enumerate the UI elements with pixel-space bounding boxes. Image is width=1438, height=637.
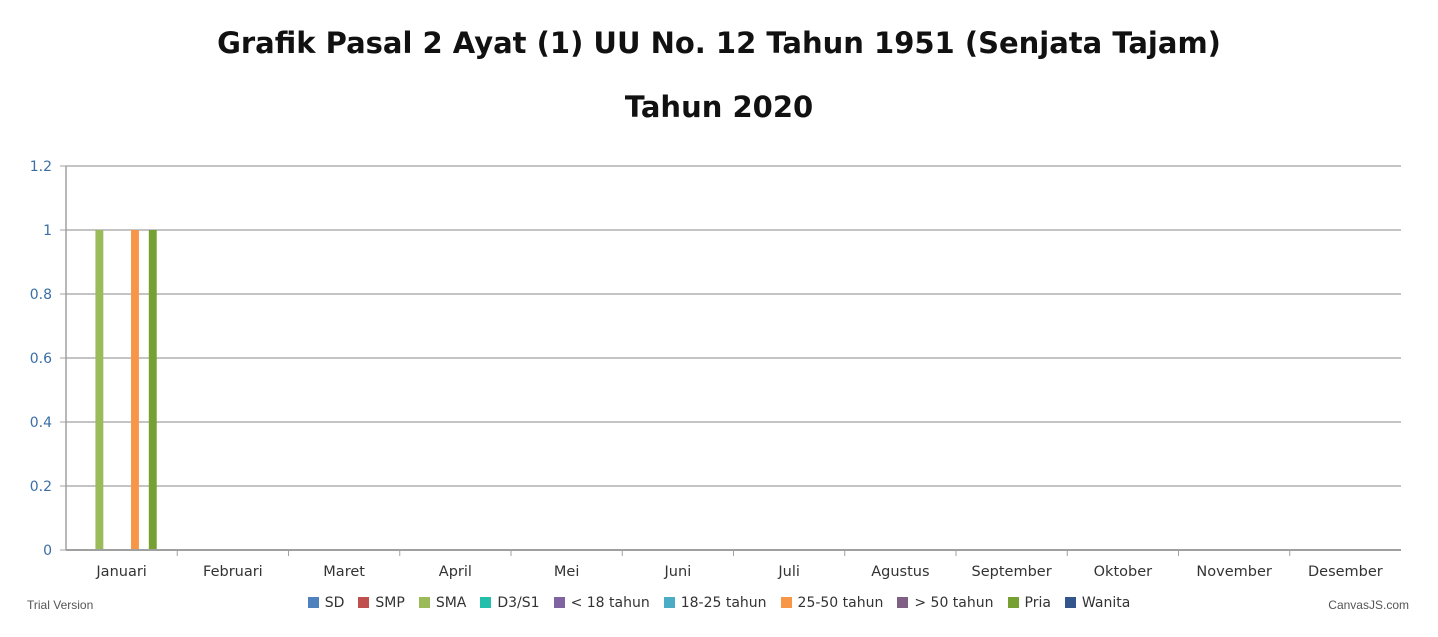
- x-tick-label: Oktober: [1094, 564, 1152, 580]
- bar-sma-januari[interactable]: [95, 230, 104, 550]
- legend-label: Pria: [1024, 595, 1051, 611]
- legend-swatch: [780, 597, 792, 608]
- bar-chart: 0 0.2 0.4 0.6 0.8 1 1.2 Januari Februari Maret Ap…: [30, 159, 1401, 580]
- y-tick-label: 0.4: [30, 415, 52, 431]
- x-tick-label: September: [972, 564, 1052, 580]
- legend-label: D3/S1: [497, 595, 540, 611]
- x-tick-label: Agustus: [871, 564, 929, 580]
- canvasjs-credit-link[interactable]: CanvasJS.com: [1328, 598, 1409, 612]
- legend-item[interactable]: 25-50 tahun: [780, 595, 884, 611]
- legend-swatch: [480, 597, 492, 608]
- bars: [95, 230, 157, 550]
- legend-swatch: [1007, 597, 1019, 608]
- x-tick-label: Juli: [777, 564, 800, 580]
- gridlines: [66, 165, 1401, 487]
- legend-item[interactable]: D3/S1: [480, 595, 540, 611]
- bar-pria-januari[interactable]: [148, 230, 157, 550]
- legend-label: 25-50 tahun: [797, 595, 884, 611]
- legend-item[interactable]: SMA: [418, 595, 467, 611]
- x-tick-label: Maret: [323, 564, 365, 580]
- x-tick-label: Juni: [664, 564, 692, 580]
- x-tick-label: Desember: [1308, 564, 1383, 580]
- y-tick-label: 0.8: [30, 287, 52, 303]
- bar-25-50-tahun-januari[interactable]: [131, 230, 139, 550]
- legend-label: < 18 tahun: [570, 595, 650, 611]
- legend-item[interactable]: > 50 tahun: [897, 595, 994, 611]
- chart-title: Grafik Pasal 2 Ayat (1) UU No. 12 Tahun …: [217, 26, 1221, 60]
- y-tick-label: 0.2: [30, 479, 52, 495]
- legend-label: > 50 tahun: [914, 595, 994, 611]
- x-axis-ticks: Januari Februari Maret April Mei Juni Juli Agus…: [95, 550, 1383, 580]
- legend-swatch: [897, 597, 909, 608]
- legend-item[interactable]: < 18 tahun: [553, 595, 650, 611]
- legend-label: SMP: [375, 595, 405, 611]
- x-tick-label: Mei: [554, 564, 579, 580]
- x-tick-label: Februari: [203, 564, 263, 580]
- legend-item[interactable]: Wanita: [1064, 595, 1131, 611]
- y-tick-label: 0: [43, 543, 52, 559]
- legend-swatch: [358, 597, 370, 608]
- legend-swatch: [1064, 597, 1076, 608]
- legend-label: 18-25 tahun: [680, 595, 767, 611]
- x-tick-label: November: [1196, 564, 1271, 580]
- x-tick-label: Januari: [95, 564, 146, 580]
- y-tick-label: 1: [43, 223, 52, 239]
- legend-swatch: [307, 597, 319, 608]
- legend: SD SMP SMA D3/S1 < 18 tahun 18-25 tahun 25-50 …: [0, 595, 1438, 611]
- trial-version-label: Trial Version: [27, 598, 94, 612]
- legend-swatch: [663, 597, 675, 608]
- legend-item[interactable]: 18-25 tahun: [663, 595, 767, 611]
- legend-swatch: [418, 597, 430, 608]
- y-tick-label: 0.6: [30, 351, 52, 367]
- legend-item[interactable]: Pria: [1007, 595, 1051, 611]
- chart-subtitle: Tahun 2020: [624, 90, 814, 124]
- legend-item[interactable]: SD: [307, 595, 345, 611]
- y-axis-ticks: 0 0.2 0.4 0.6 0.8 1 1.2: [30, 159, 66, 559]
- x-tick-label: April: [439, 564, 472, 580]
- legend-item[interactable]: SMP: [358, 595, 405, 611]
- legend-label: SMA: [435, 595, 467, 611]
- legend-swatch: [553, 597, 565, 608]
- y-tick-label: 1.2: [30, 159, 52, 175]
- legend-label: SD: [324, 595, 345, 611]
- legend-label: Wanita: [1081, 595, 1131, 611]
